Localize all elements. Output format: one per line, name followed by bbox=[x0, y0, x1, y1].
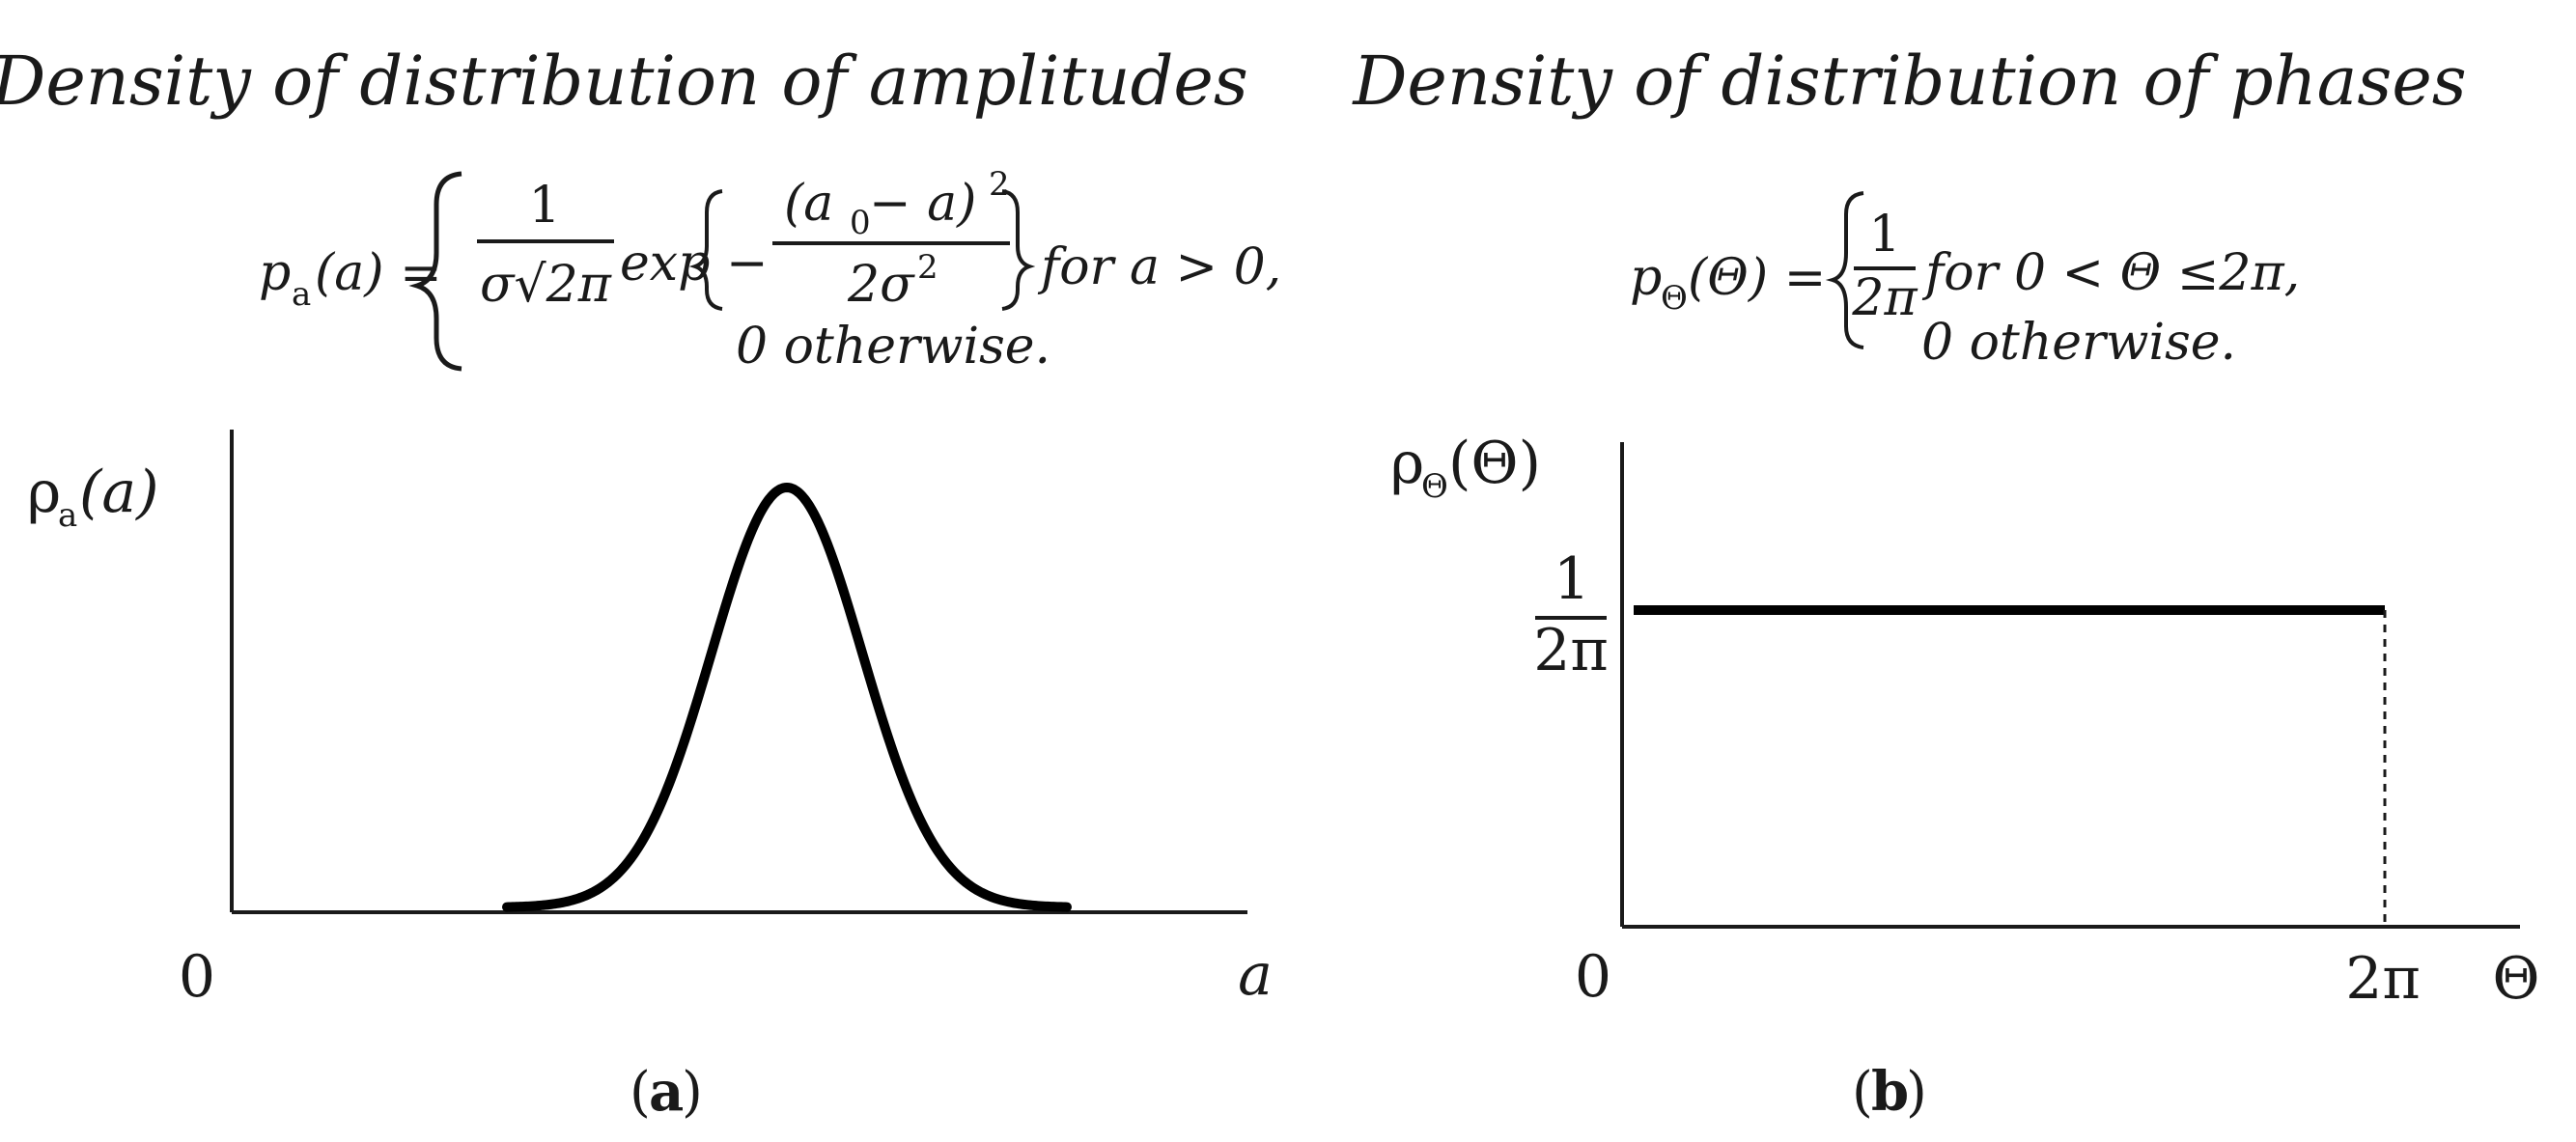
formula-b-lhs: p bbox=[1630, 249, 1662, 307]
panel-b-formula: p Θ (Θ) = 1 2π for 0 < Θ ≤2π, 0 otherwis… bbox=[1630, 191, 2300, 372]
panel-b: Density of distribution of phases p Θ (Θ… bbox=[1351, 42, 2539, 1124]
panel-b-label-letter: b bbox=[1871, 1060, 1909, 1124]
panel-b-label-close: ) bbox=[1906, 1061, 1927, 1124]
panel-a-gaussian-curve bbox=[502, 483, 1072, 912]
panel-a-label-close: ) bbox=[682, 1061, 703, 1124]
panel-a-ylabel-arg: (a) bbox=[79, 459, 159, 526]
formula-a-frac2-den: 2σ bbox=[847, 256, 915, 314]
panel-b-xlabel: Θ bbox=[2492, 945, 2539, 1013]
panel-b-title: Density of distribution of phases bbox=[1351, 42, 2466, 121]
panel-b-label-open: ( bbox=[1852, 1061, 1873, 1124]
formula-a-exp: exp bbox=[620, 235, 710, 292]
panel-b-ylabel-arg: (Θ) bbox=[1448, 430, 1541, 497]
formula-a-inner-brace-right bbox=[1001, 189, 1036, 311]
formula-b-brace bbox=[1825, 191, 1864, 349]
panel-b-ylabel-sub: Θ bbox=[1421, 467, 1448, 506]
formula-a-frac2-num-sub: 0 bbox=[850, 204, 871, 242]
panel-b-ylabel: ρ bbox=[1390, 430, 1424, 497]
panel-a: Density of distribution of amplitudes p … bbox=[0, 42, 1281, 1124]
formula-b-lhs-arg: (Θ) = bbox=[1688, 249, 1826, 307]
formula-b-frac-den: 2π bbox=[1851, 269, 1918, 327]
panel-a-ylabel-sub: a bbox=[58, 496, 77, 535]
formula-a-brace bbox=[408, 171, 462, 372]
formula-a-condition: for a > 0, bbox=[1037, 238, 1281, 296]
formula-b-frac-num: 1 bbox=[1868, 206, 1900, 264]
formula-a-frac2-num-sup: 2 bbox=[989, 165, 1010, 204]
formula-b-otherwise: 0 otherwise. bbox=[1921, 314, 2236, 372]
panel-b-x-2pi-tick: 2π bbox=[2345, 945, 2421, 1013]
formula-a-lhs: p bbox=[259, 244, 291, 302]
panel-a-label: ( a ) bbox=[630, 1060, 703, 1124]
panel-a-label-letter: a bbox=[649, 1060, 684, 1124]
panel-a-ylabel: ρ bbox=[27, 459, 61, 526]
formula-a-frac2-num-rest: − a) bbox=[869, 175, 976, 233]
panel-a-formula: p a (a) = 1 σ√2π exp − (a 0 − a) 2 2σ 2 … bbox=[259, 165, 1281, 376]
panel-a-title: Density of distribution of amplitudes bbox=[0, 42, 1248, 121]
panel-a-label-open: ( bbox=[630, 1061, 651, 1124]
formula-a-frac1-den: σ√2π bbox=[480, 256, 612, 314]
panel-b-x-origin-tick: 0 bbox=[1575, 943, 1611, 1011]
formula-a-frac2-den-sup: 2 bbox=[917, 248, 938, 287]
panel-b-label: ( b ) bbox=[1852, 1060, 1927, 1124]
panel-b-ytick-den: 2π bbox=[1533, 617, 1609, 684]
panel-b-ytick-fraction: 1 2π bbox=[1533, 545, 1609, 684]
panel-a-x-origin-tick: 0 bbox=[179, 943, 215, 1011]
formula-a-lhs-arg: (a) = bbox=[315, 244, 442, 302]
formula-b-condition: for 0 < Θ ≤2π, bbox=[1921, 244, 2300, 302]
formula-a-lhs-sub: a bbox=[292, 275, 311, 314]
formula-a-frac1-num: 1 bbox=[528, 177, 560, 235]
formula-a-otherwise: 0 otherwise. bbox=[736, 318, 1050, 376]
formula-a-frac2-num: (a bbox=[784, 175, 833, 233]
formula-b-lhs-sub: Θ bbox=[1661, 279, 1688, 318]
formula-a-minus: − bbox=[726, 235, 769, 292]
formula-a-inner-brace-left bbox=[688, 189, 723, 311]
panel-b-ytick-num: 1 bbox=[1554, 545, 1590, 613]
panel-a-xlabel: a bbox=[1238, 941, 1273, 1009]
